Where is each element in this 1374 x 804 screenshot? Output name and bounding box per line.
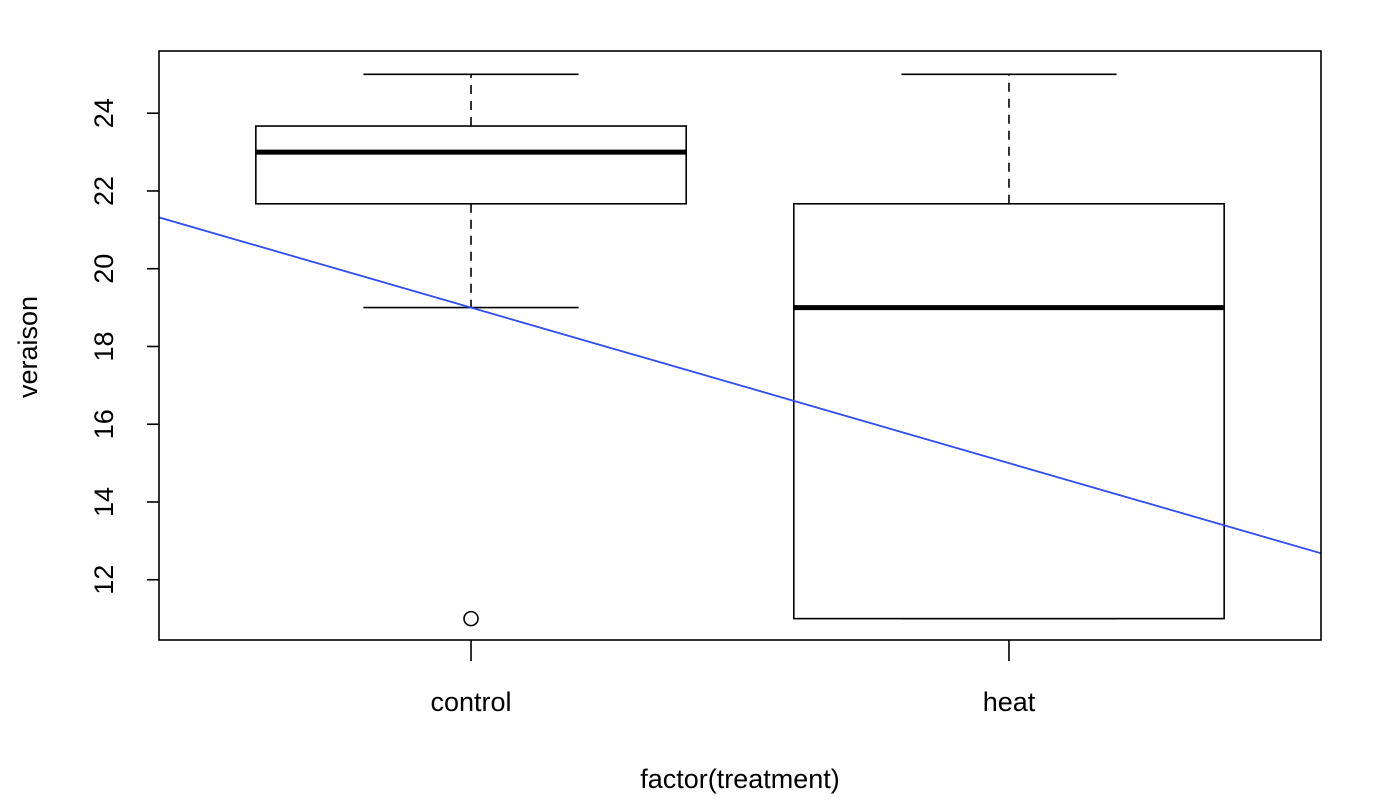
x-tick-label-heat: heat	[983, 687, 1036, 717]
box-heat	[792, 73, 1225, 620]
y-tick-label-12: 12	[89, 565, 119, 595]
y-tick-label-18: 18	[89, 331, 119, 361]
axes: 12 14 16 18 20 22 24 control heat	[89, 98, 1036, 717]
y-tick-label-24: 24	[89, 98, 119, 128]
iqr-box	[792, 202, 1225, 620]
y-axis-title: veraison	[13, 296, 43, 398]
outlier-point	[463, 610, 479, 627]
x-tick-label-control: control	[430, 687, 511, 717]
regression-line	[159, 216, 1321, 555]
y-tick-label-20: 20	[89, 254, 119, 284]
y-tick-label-16: 16	[89, 409, 119, 439]
y-tick-label-14: 14	[89, 487, 119, 517]
plot-frame	[158, 50, 1322, 641]
y-tick-label-22: 22	[89, 176, 119, 206]
iqr-box	[255, 125, 688, 205]
x-axis-title: factor(treatment)	[640, 764, 840, 794]
plot-area	[159, 73, 1321, 627]
box-control	[255, 73, 688, 627]
